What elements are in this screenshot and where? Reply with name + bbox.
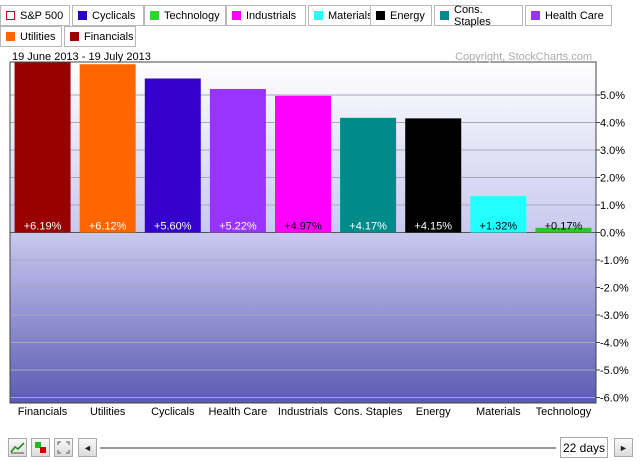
legend-label: Energy — [390, 9, 425, 22]
legend-swatch — [314, 11, 323, 20]
legend-label: Cyclicals — [92, 9, 136, 22]
legend-item-technology[interactable]: Technology — [144, 5, 226, 26]
bar-value-label: +5.60% — [154, 221, 192, 233]
bar-value-label: +6.19% — [24, 221, 62, 233]
copyright-text: Copyright, StockCharts.com — [455, 51, 592, 63]
x-axis: Financials Utilities Cyclicals Health Care I… — [18, 406, 592, 418]
legend-swatch — [6, 32, 15, 41]
bar-financials — [14, 62, 71, 233]
line-chart-icon[interactable] — [8, 438, 27, 457]
y-tick-label: -5.0% — [600, 365, 629, 377]
perf-chart: +6.19% +6.12% +5.60% +5.22% +4.97% +4.17% +4.1… — [9, 51, 629, 418]
y-tick-label: -2.0% — [600, 283, 629, 295]
y-tick-label: -6.0% — [600, 393, 629, 405]
bar-value-label: +4.15% — [414, 221, 452, 233]
legend-item-energy[interactable]: Energy — [370, 5, 432, 26]
left-arrow-icon[interactable]: ◄ — [78, 438, 97, 457]
fullscreen-icon[interactable] — [54, 438, 73, 457]
bar-value-label: +0.17% — [545, 221, 583, 233]
legend-item-industrials[interactable]: Industrials — [226, 5, 306, 26]
legend-label: Materials — [328, 9, 373, 22]
x-tick-label: Technology — [536, 406, 592, 418]
legend-label: Financials — [84, 30, 134, 43]
legend-label: Health Care — [545, 9, 604, 22]
bar-value-label: +5.22% — [219, 221, 257, 233]
legend-swatch — [150, 11, 159, 20]
bar-value-label: +6.12% — [89, 221, 127, 233]
bars: +6.19% +6.12% +5.60% +5.22% +4.97% +4.17% +4.1… — [14, 62, 592, 233]
period-days[interactable]: 22 days — [560, 437, 608, 458]
x-tick-label: Utilities — [90, 406, 126, 418]
bar-industrials — [275, 95, 331, 233]
bar-utilities — [79, 64, 136, 233]
bar-cons-staples — [340, 117, 397, 233]
legend-item-s-p-500[interactable]: S&P 500 — [0, 5, 70, 26]
legend-swatch — [78, 11, 87, 20]
y-tick-label: 4.0% — [600, 118, 625, 130]
chart-title: 19 June 2013 - 19 July 2013 — [12, 51, 151, 63]
legend-swatch — [531, 11, 540, 20]
bar-energy — [405, 118, 462, 233]
bar-value-label: +4.17% — [349, 221, 387, 233]
stoplight-icon[interactable] — [31, 438, 50, 457]
legend-item-health-care[interactable]: Health Care — [525, 5, 612, 26]
legend: S&P 500 Cyclicals Technology Industrials Mat… — [0, 0, 640, 48]
legend-item-cons-staples[interactable]: Cons. Staples — [434, 3, 523, 28]
y-tick-label: 5.0% — [600, 90, 625, 102]
x-tick-label: Materials — [476, 406, 521, 418]
right-arrow-icon[interactable]: ► — [614, 438, 633, 457]
legend-item-utilities[interactable]: Utilities — [0, 26, 62, 47]
x-tick-label: Financials — [18, 406, 68, 418]
x-tick-label: Cyclicals — [151, 406, 195, 418]
x-tick-label: Energy — [416, 406, 451, 418]
legend-label: Industrials — [246, 9, 297, 22]
y-tick-label: 1.0% — [600, 200, 625, 212]
legend-item-financials[interactable]: Financials — [64, 26, 136, 47]
bar-value-label: +4.97% — [284, 221, 322, 233]
y-tick-label: -4.0% — [600, 338, 629, 350]
bar-value-label: +1.32% — [480, 221, 518, 233]
legend-label: Utilities — [20, 30, 56, 43]
bar-cyclicals — [144, 78, 201, 233]
legend-swatch — [6, 11, 15, 20]
y-tick-label: 2.0% — [600, 173, 625, 185]
legend-swatch — [232, 11, 241, 20]
legend-label: S&P 500 — [20, 9, 64, 22]
controls-bar: ◄ 22 days ► — [0, 434, 640, 462]
x-tick-label: Cons. Staples — [334, 406, 403, 418]
legend-swatch — [376, 11, 385, 20]
y-tick-label: -1.0% — [600, 255, 629, 267]
y-tick-label: 0.0% — [600, 228, 625, 240]
y-axis: 5.0% 4.0% 3.0% 2.0% 1.0% 0.0% -1.0% -2.0% -3.0% -… — [596, 90, 629, 405]
legend-swatch — [440, 11, 449, 20]
bar-health-care — [209, 88, 266, 233]
bar-technology — [535, 227, 592, 233]
period-slider[interactable] — [100, 447, 556, 449]
legend-item-cyclicals[interactable]: Cyclicals — [72, 5, 144, 26]
y-tick-label: -3.0% — [600, 310, 629, 322]
bar-materials — [470, 196, 527, 233]
y-tick-label: 3.0% — [600, 145, 625, 157]
x-tick-label: Health Care — [209, 406, 268, 418]
x-tick-label: Industrials — [278, 406, 329, 418]
legend-item-materials[interactable]: Materials — [308, 5, 378, 26]
legend-label: Cons. Staples — [454, 3, 491, 28]
legend-swatch — [70, 32, 79, 41]
legend-label: Technology — [164, 9, 220, 22]
